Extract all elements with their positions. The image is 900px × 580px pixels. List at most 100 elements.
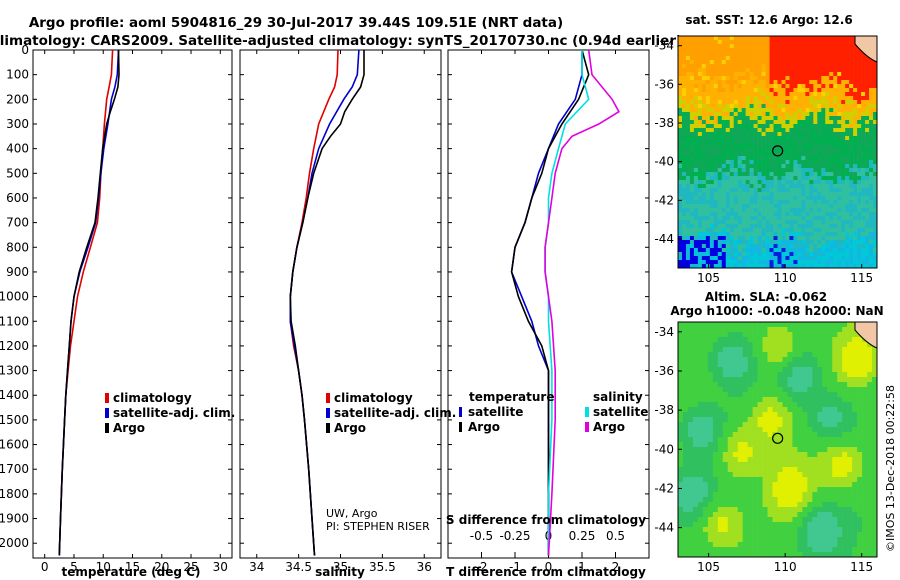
sst-cell	[857, 252, 862, 257]
sla-cell	[847, 467, 853, 473]
sla-cell	[712, 322, 719, 328]
sst-cell	[789, 204, 794, 209]
sst-cell	[713, 52, 719, 57]
sla-cell	[782, 517, 788, 523]
sst-cell	[685, 152, 691, 157]
sla-cell	[692, 512, 699, 518]
sla-cell	[792, 497, 798, 503]
sst-cell	[773, 36, 778, 41]
sla-cell	[707, 432, 714, 438]
sla-cell	[697, 407, 704, 413]
sla-cell	[857, 452, 863, 458]
sla-cell	[802, 387, 808, 393]
sst-cell	[873, 60, 878, 65]
sst-cell	[781, 140, 786, 145]
sla-cell	[732, 362, 738, 368]
sla-cell	[827, 427, 833, 433]
sst-cell	[713, 132, 719, 137]
sst-cell	[865, 192, 870, 197]
sst-cell	[833, 228, 838, 233]
sla-cell	[678, 482, 684, 488]
sla-cell	[712, 472, 719, 478]
sst-cell	[737, 132, 742, 137]
sst-cell	[869, 224, 874, 229]
sst-cell	[845, 52, 850, 57]
sst-cell	[861, 188, 866, 193]
sst-cell	[869, 104, 874, 109]
sst-cell	[697, 252, 703, 257]
sla-cell	[742, 407, 748, 413]
sla-cell	[837, 487, 843, 493]
sst-cell	[837, 148, 842, 153]
sla-cell	[827, 447, 833, 453]
sla-cell	[842, 412, 848, 418]
sst-cell	[685, 92, 691, 97]
sst-cell	[789, 132, 794, 137]
sla-cell	[757, 442, 763, 448]
sst-cell	[697, 200, 703, 205]
sla-cell	[682, 532, 689, 538]
sst-cell	[785, 92, 790, 97]
sst-cell	[869, 108, 874, 113]
sst-cell	[685, 56, 691, 61]
sla-cell	[742, 367, 748, 373]
sla-cell	[837, 327, 843, 333]
sst-cell	[857, 104, 862, 109]
sst-cell	[845, 96, 850, 101]
sst-cell	[685, 140, 691, 145]
sla-cell	[757, 417, 763, 423]
sst-cell	[817, 92, 822, 97]
sla-cell	[792, 447, 798, 453]
sst-cell	[793, 68, 798, 73]
sla-cell	[757, 337, 763, 343]
sla-cell	[762, 532, 768, 538]
sla-cell	[697, 547, 704, 553]
sst-cell	[861, 220, 866, 225]
sst-cell	[693, 248, 699, 253]
sst-cell	[709, 112, 715, 117]
sla-cell	[872, 407, 878, 413]
sst-cell	[678, 184, 683, 189]
sla-cell	[762, 422, 768, 428]
sst-cell	[717, 260, 723, 265]
sla-cell	[797, 472, 803, 478]
sla-cell	[717, 492, 724, 498]
sst-cell	[769, 264, 774, 269]
sla-cell	[727, 507, 734, 513]
sst-cell	[785, 152, 790, 157]
sst-cell	[833, 116, 838, 121]
sla-cell	[812, 472, 818, 478]
sst-cell	[813, 116, 818, 121]
sla-cell	[777, 457, 783, 463]
sst-cell	[773, 40, 778, 45]
sst-cell	[701, 56, 707, 61]
sst-cell	[737, 172, 742, 177]
sla-cell	[822, 342, 828, 348]
sst-cell	[865, 152, 870, 157]
sla-cell	[832, 467, 838, 473]
sst-cell	[797, 240, 802, 245]
sst-cell	[809, 140, 814, 145]
sst-cell	[729, 72, 735, 77]
sla-cell	[817, 482, 823, 488]
sst-cell	[841, 60, 846, 65]
sst-cell	[733, 88, 738, 93]
sst-cell	[693, 60, 699, 65]
sst-cell	[845, 248, 850, 253]
sla-cell	[752, 432, 758, 438]
sst-cell	[869, 200, 874, 205]
sst-cell	[741, 204, 746, 209]
sst-cell	[721, 212, 727, 217]
sst-cell	[841, 248, 846, 253]
sst-cell	[837, 80, 842, 85]
sst-cell	[729, 60, 735, 65]
sst-cell	[685, 68, 691, 73]
sst-cell	[721, 104, 727, 109]
sst-cell	[841, 164, 846, 169]
sst-cell	[797, 44, 802, 49]
sst-cell	[801, 184, 806, 189]
sla-cell	[867, 477, 873, 483]
sst-cell	[793, 260, 798, 265]
sla-cell	[832, 357, 838, 363]
sst-cell	[813, 192, 818, 197]
